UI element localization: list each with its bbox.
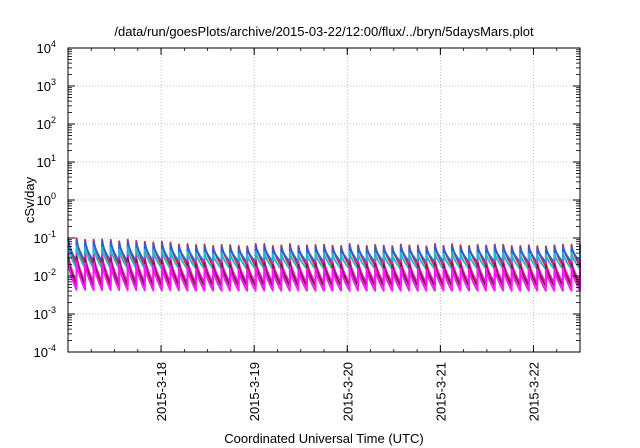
x-tick-label: 2015-3-20 [340,362,355,421]
x-tick-label: 2015-3-22 [526,362,541,421]
y-axis-label: cSv/day [22,176,37,223]
x-tick-label: 2015-3-21 [433,362,448,421]
y-tick-label: 10-2 [34,267,56,284]
x-tick-label: 2015-3-19 [247,362,262,421]
series-layer [67,237,581,292]
series-line [67,252,581,285]
chart-title: /data/run/goesPlots/archive/2015-03-22/1… [114,24,534,39]
y-tick-label: 100 [37,191,56,208]
series-line [67,260,581,292]
series-line [67,237,581,268]
y-tick-label: 10-1 [34,229,56,246]
series-line [67,245,581,271]
y-tick-label: 103 [37,77,56,94]
x-axis: 2015-3-18 2015-3-19 2015-3-20 2015-3-21 2015… [67,48,581,421]
y-tick-label: 104 [37,39,56,56]
x-tick-label: 2015-3-18 [154,362,169,421]
y-tick-label: 102 [37,115,56,132]
y-axis: 10-4 10-3 10-2 10-1 100 101 102 103 104 [34,39,580,360]
y-tick-label: 10-4 [34,343,56,360]
series-line [67,239,581,264]
y-tick-label: 101 [37,153,56,170]
y-tick-label: 10-3 [34,305,56,322]
series-line [67,255,581,288]
x-axis-label: Coordinated Universal Time (UTC) [224,431,423,446]
grid [68,48,580,352]
